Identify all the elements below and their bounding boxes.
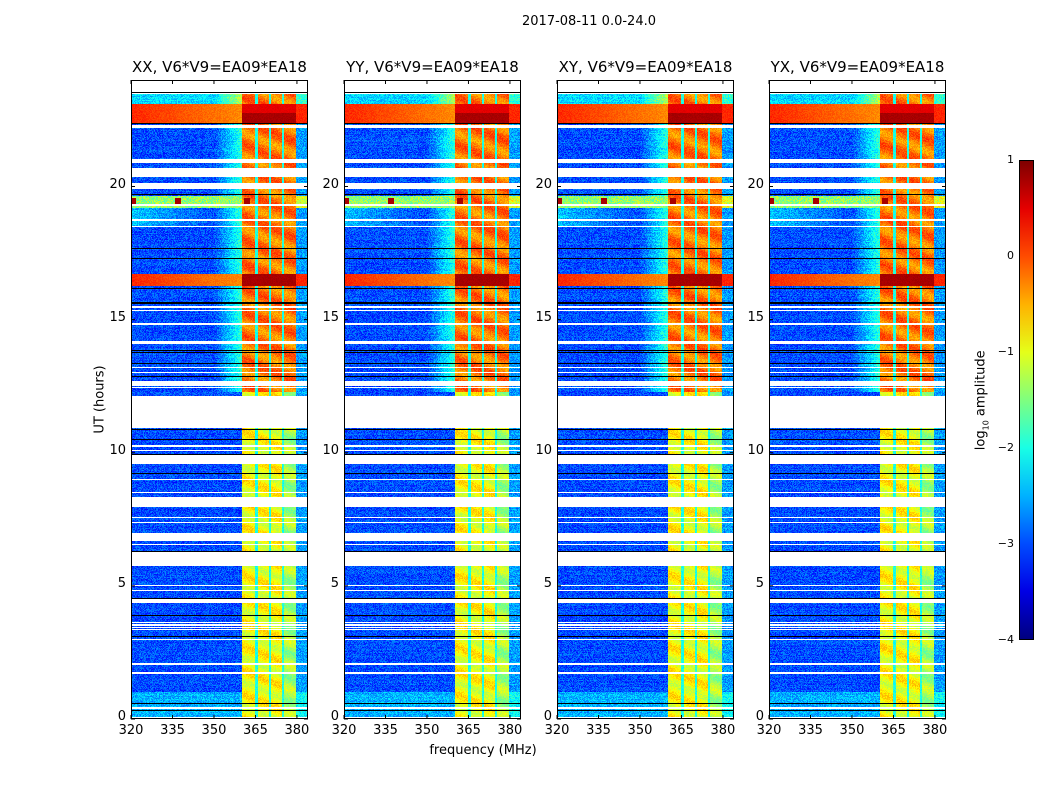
x-tick-label: 380 <box>497 723 523 738</box>
x-tick-label: 335 <box>798 723 823 738</box>
y-tick-label: 15 <box>322 309 339 325</box>
y-tick-label: 10 <box>109 442 126 458</box>
panel-title: XY, V6*V9=EA09*EA18 <box>558 58 733 76</box>
x-tick-label: 350 <box>201 723 227 738</box>
axes-border <box>344 80 521 719</box>
y-tick-label: 10 <box>747 442 764 458</box>
y-tick-label: 5 <box>755 575 764 591</box>
x-tick-label: 380 <box>922 723 948 738</box>
x-tick-label: 350 <box>627 723 653 738</box>
axes-frame <box>130 80 308 720</box>
y-tick-label: 15 <box>747 309 764 325</box>
x-tick-label: 350 <box>839 723 865 738</box>
axes-frame <box>343 80 521 720</box>
heatmap-image <box>557 80 734 719</box>
colorbar-tick-label: −3 <box>997 537 1014 550</box>
x-tick-label: 320 <box>544 723 570 738</box>
x-tick-label: 350 <box>414 723 440 738</box>
x-tick-label: 320 <box>756 723 782 738</box>
axes-border <box>769 80 946 719</box>
y-tick-label: 0 <box>117 709 126 724</box>
colorbar-tick-label: −4 <box>997 633 1014 646</box>
y-tick-label: 20 <box>747 176 764 192</box>
y-tick-label: 0 <box>543 709 552 724</box>
heatmap-image <box>344 80 521 719</box>
y-tick-label: 0 <box>755 709 764 724</box>
axes-border <box>131 80 308 719</box>
axes-frame <box>556 80 734 720</box>
x-tick-label: 380 <box>710 723 736 738</box>
panel-title: YY, V6*V9=EA09*EA18 <box>346 58 519 76</box>
axes-border <box>557 80 734 719</box>
y-tick-label: 15 <box>109 309 126 325</box>
panel-title: XX, V6*V9=EA09*EA18 <box>132 58 307 76</box>
waterfall-panel-1: YY, V6*V9=EA09*EA18 320 335 350 365 380 0 5 10 15… <box>322 58 522 737</box>
x-tick-label: 335 <box>586 723 611 738</box>
figure-title: 2017-08-11 0.0-24.0 <box>522 14 656 29</box>
axes-frame <box>768 80 946 720</box>
heatmap-image <box>769 80 946 719</box>
y-tick-label: 10 <box>322 442 339 458</box>
heatmap-image <box>131 80 308 719</box>
waterfall-panel-3: YX, V6*V9=EA09*EA18 320 335 350 365 380 0 5 10 15… <box>747 58 947 737</box>
y-tick-label: 20 <box>109 176 126 192</box>
panel-title: YX, V6*V9=EA09*EA18 <box>770 58 945 76</box>
x-tick-label: 335 <box>373 723 398 738</box>
y-tick-label: 20 <box>535 176 552 192</box>
x-tick-label: 320 <box>118 723 144 738</box>
x-tick-label: 365 <box>669 723 694 738</box>
x-tick-label: 365 <box>456 723 481 738</box>
colorbar-tick-label: −2 <box>997 441 1014 454</box>
y-tick-label: 15 <box>535 309 552 325</box>
y-tick-label: 5 <box>543 575 552 591</box>
x-tick-label: 365 <box>243 723 268 738</box>
colorbar-tick-label: 0 <box>1007 249 1014 262</box>
waterfall-panel-2: XY, V6*V9=EA09*EA18 320 335 350 365 380 0 5 10 15… <box>535 58 735 737</box>
y-tick-label: 20 <box>322 176 339 192</box>
x-axis-label: frequency (MHz) <box>429 743 537 758</box>
y-axis-label: UT (hours) <box>92 365 108 434</box>
x-tick-label: 365 <box>881 723 906 738</box>
colorbar-tick-label: 1 <box>1007 153 1014 166</box>
x-tick-label: 335 <box>160 723 185 738</box>
x-tick-label: 380 <box>284 723 310 738</box>
x-tick-label: 320 <box>331 723 357 738</box>
y-tick-label: 5 <box>330 575 339 591</box>
y-tick-label: 0 <box>330 709 339 724</box>
y-tick-label: 5 <box>117 575 126 591</box>
waterfall-panel-0: XX, V6*V9=EA09*EA18 320 335 350 365 380 0 5 10 15… <box>109 58 309 737</box>
colorbar-tick-label: −1 <box>997 345 1014 358</box>
y-tick-label: 10 <box>535 442 552 458</box>
colorbar <box>1019 160 1034 640</box>
